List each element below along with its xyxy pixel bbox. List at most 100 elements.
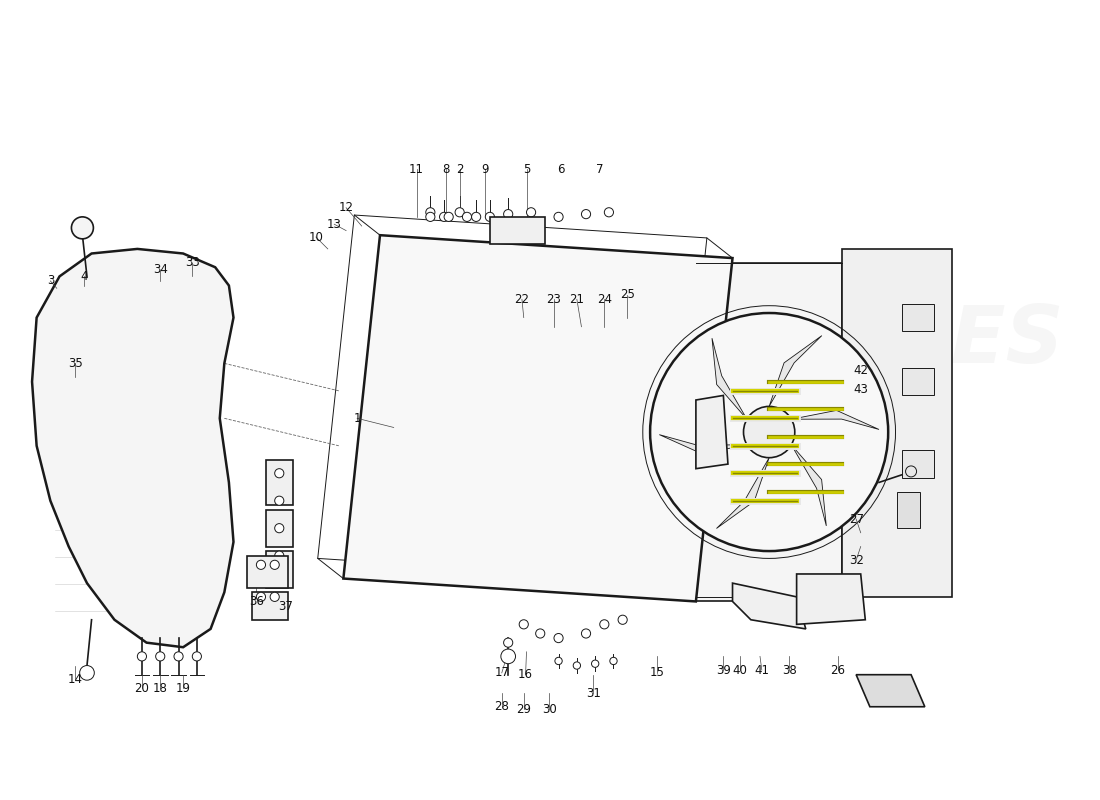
Text: 38: 38: [782, 664, 796, 677]
Circle shape: [600, 620, 609, 629]
Bar: [252, 592, 288, 620]
Circle shape: [444, 212, 453, 222]
Bar: [265, 510, 293, 546]
Circle shape: [256, 592, 265, 602]
Circle shape: [275, 496, 284, 506]
Polygon shape: [791, 445, 826, 526]
Circle shape: [440, 212, 449, 222]
Text: 25: 25: [619, 288, 635, 301]
Text: 2: 2: [455, 162, 463, 176]
Circle shape: [72, 217, 94, 239]
Circle shape: [455, 208, 464, 217]
Polygon shape: [696, 262, 843, 602]
Bar: [265, 551, 293, 588]
Polygon shape: [856, 674, 925, 706]
Circle shape: [650, 313, 888, 551]
Text: 37: 37: [278, 599, 293, 613]
Polygon shape: [32, 249, 233, 647]
Bar: [902, 368, 934, 395]
Circle shape: [609, 658, 617, 665]
Circle shape: [554, 212, 563, 222]
Circle shape: [504, 210, 513, 218]
Bar: [898, 491, 921, 528]
Bar: [248, 556, 288, 588]
Text: 7: 7: [596, 162, 604, 176]
Text: 8: 8: [442, 162, 450, 176]
Text: a passion for parts: a passion for parts: [394, 426, 653, 506]
Circle shape: [582, 210, 591, 218]
Circle shape: [536, 629, 544, 638]
Text: 13: 13: [327, 218, 342, 230]
Polygon shape: [796, 574, 866, 624]
Bar: [490, 217, 544, 244]
Circle shape: [426, 208, 434, 217]
Polygon shape: [343, 235, 733, 602]
Circle shape: [156, 652, 165, 661]
Text: 42: 42: [854, 364, 868, 377]
Text: 9: 9: [482, 162, 490, 176]
Text: 33: 33: [185, 256, 200, 269]
Text: 23: 23: [547, 293, 561, 306]
Circle shape: [271, 560, 279, 570]
Text: 14: 14: [67, 673, 82, 686]
Circle shape: [527, 208, 536, 217]
Text: 24: 24: [597, 293, 612, 306]
Text: 27: 27: [848, 513, 864, 526]
Text: 40: 40: [733, 664, 747, 677]
Circle shape: [485, 212, 495, 222]
Text: 29: 29: [516, 703, 531, 716]
Text: 41: 41: [755, 664, 769, 677]
Polygon shape: [659, 434, 747, 454]
Text: 32: 32: [849, 554, 864, 566]
Circle shape: [744, 406, 795, 458]
Circle shape: [573, 662, 581, 670]
Circle shape: [504, 638, 513, 647]
Circle shape: [618, 615, 627, 624]
Text: 30: 30: [542, 703, 557, 716]
Bar: [843, 249, 953, 597]
Circle shape: [604, 208, 614, 217]
Text: 11: 11: [409, 162, 425, 176]
Polygon shape: [716, 458, 769, 529]
Circle shape: [192, 652, 201, 661]
Text: 16: 16: [518, 668, 534, 681]
Circle shape: [462, 212, 472, 222]
Circle shape: [138, 652, 146, 661]
Text: 39: 39: [716, 664, 730, 677]
Circle shape: [554, 658, 562, 665]
Text: 20: 20: [134, 682, 150, 695]
Text: 36: 36: [249, 595, 264, 608]
Text: 19: 19: [176, 682, 190, 695]
Circle shape: [174, 652, 183, 661]
Bar: [902, 304, 934, 331]
Circle shape: [582, 629, 591, 638]
Text: 10: 10: [308, 230, 323, 243]
Text: 43: 43: [854, 382, 868, 395]
Circle shape: [592, 660, 598, 667]
Circle shape: [426, 212, 434, 222]
Text: 22: 22: [515, 293, 529, 306]
Circle shape: [500, 649, 516, 664]
Circle shape: [256, 560, 265, 570]
Circle shape: [524, 227, 531, 234]
Text: 5: 5: [522, 162, 530, 176]
Polygon shape: [769, 336, 822, 406]
Text: EUROSPARES: EUROSPARES: [466, 302, 1065, 380]
Text: 31: 31: [586, 686, 601, 699]
Text: 3: 3: [46, 274, 54, 287]
Text: 26: 26: [830, 664, 845, 677]
Text: 21: 21: [570, 293, 584, 306]
Circle shape: [510, 230, 518, 237]
Polygon shape: [791, 410, 879, 430]
Polygon shape: [712, 338, 747, 419]
Text: 1: 1: [353, 412, 361, 425]
Circle shape: [472, 212, 481, 222]
Text: 6: 6: [557, 162, 564, 176]
Circle shape: [79, 666, 95, 680]
Circle shape: [519, 620, 528, 629]
Text: 34: 34: [153, 263, 167, 277]
Polygon shape: [733, 583, 806, 629]
Bar: [265, 459, 293, 506]
Text: 1985: 1985: [899, 294, 955, 314]
Circle shape: [275, 551, 284, 560]
